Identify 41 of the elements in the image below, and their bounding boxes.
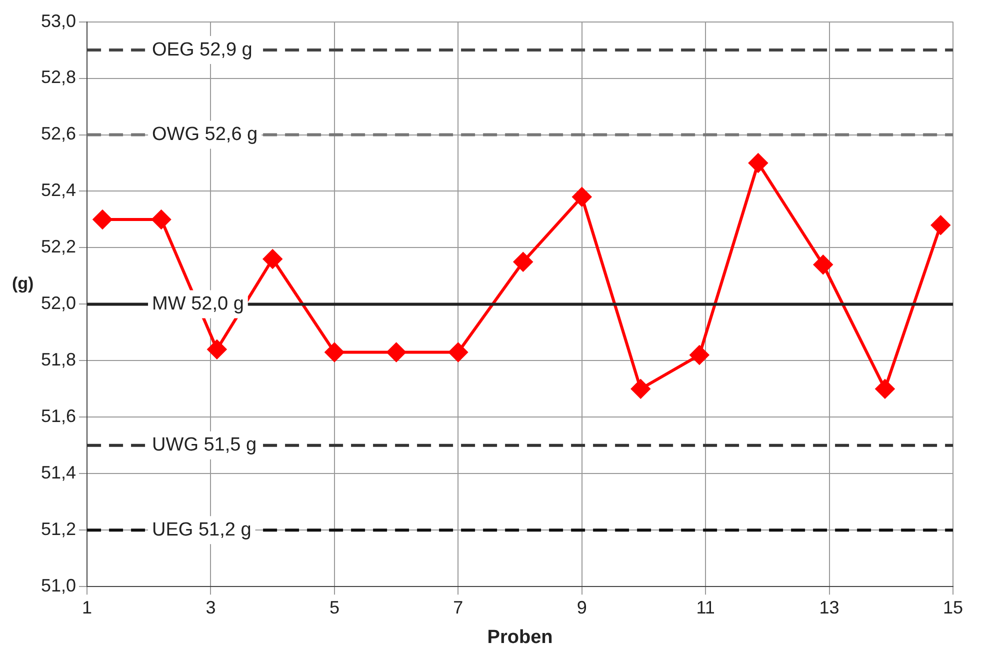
x-tick-label: 11 — [696, 597, 715, 618]
y-tick-label: 52,8 — [40, 67, 76, 88]
ref-line-label: OWG 52,6 g — [152, 124, 258, 145]
point — [631, 379, 650, 398]
x-tick-label: 13 — [819, 597, 840, 618]
x-tick-label: 5 — [329, 597, 340, 618]
x-tick-label: 15 — [942, 597, 964, 618]
ref-line-label: MW 52,0 g — [152, 293, 244, 314]
y-tick-label: 51,6 — [40, 406, 76, 426]
point — [386, 342, 406, 362]
y-tick-label: 51,4 — [40, 462, 76, 483]
x-tick-label: 1 — [82, 597, 92, 618]
x-axis-title: Proben — [487, 626, 553, 648]
point — [448, 342, 468, 362]
point — [875, 379, 894, 398]
y-axis-title: (g) — [12, 274, 34, 293]
x-tick-label: 3 — [206, 597, 216, 618]
point — [207, 340, 226, 359]
point — [263, 250, 282, 269]
point — [514, 252, 533, 272]
point — [324, 342, 344, 362]
y-tick-label: 52,4 — [40, 180, 76, 200]
y-tick-label: 52,2 — [40, 236, 76, 257]
point — [92, 210, 112, 229]
ref-line-label: UEG 51,2 g — [152, 519, 252, 540]
point — [814, 255, 833, 274]
y-tick-label: 52,0 — [40, 293, 76, 314]
y-tick-label: 52,6 — [40, 124, 76, 144]
point — [572, 187, 592, 206]
point — [690, 346, 709, 365]
x-tick-label: 7 — [453, 597, 464, 618]
point — [152, 210, 171, 229]
point — [931, 216, 950, 235]
y-tick-label: 51,2 — [40, 519, 76, 540]
ref-line-label: OEG 52,9 g — [152, 39, 252, 60]
point — [748, 154, 768, 172]
y-tick-label: 51,0 — [40, 576, 76, 596]
y-tick-label: 53,0 — [40, 10, 76, 31]
y-tick-label: 51,8 — [40, 350, 76, 370]
ref-line-label: UWG 51,5 g — [152, 434, 257, 456]
x-tick-label: 9 — [576, 597, 587, 618]
